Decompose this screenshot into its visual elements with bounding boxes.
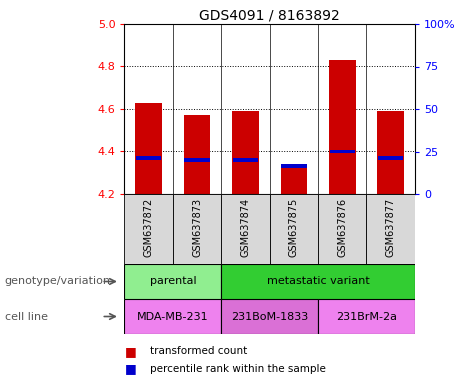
- Bar: [136, 103, 162, 194]
- Text: GSM637873: GSM637873: [192, 197, 202, 257]
- Bar: [184, 158, 210, 162]
- Text: GSM637875: GSM637875: [289, 197, 299, 257]
- Bar: [221, 194, 270, 264]
- Text: GSM637874: GSM637874: [241, 197, 250, 257]
- Bar: [318, 299, 415, 334]
- Bar: [329, 60, 355, 194]
- Bar: [330, 150, 355, 154]
- Text: percentile rank within the sample: percentile rank within the sample: [150, 364, 326, 374]
- Text: cell line: cell line: [5, 311, 47, 321]
- Text: transformed count: transformed count: [150, 346, 247, 356]
- Text: metastatic variant: metastatic variant: [267, 276, 369, 286]
- Bar: [270, 194, 318, 264]
- Bar: [136, 156, 161, 160]
- Bar: [184, 115, 210, 194]
- Bar: [318, 194, 366, 264]
- Bar: [233, 158, 258, 162]
- Text: 231BoM-1833: 231BoM-1833: [231, 311, 308, 321]
- Text: MDA-MB-231: MDA-MB-231: [137, 311, 209, 321]
- Bar: [281, 166, 307, 194]
- Text: parental: parental: [149, 276, 196, 286]
- Bar: [221, 299, 318, 334]
- Bar: [378, 156, 403, 160]
- Text: GSM637877: GSM637877: [386, 197, 396, 257]
- Bar: [124, 264, 221, 299]
- Bar: [173, 194, 221, 264]
- Bar: [221, 264, 415, 299]
- Bar: [366, 194, 415, 264]
- Text: ■: ■: [124, 345, 136, 358]
- Text: ■: ■: [124, 362, 136, 376]
- Bar: [232, 111, 259, 194]
- Bar: [281, 164, 307, 168]
- Bar: [378, 111, 404, 194]
- Text: 231BrM-2a: 231BrM-2a: [336, 311, 397, 321]
- Text: GSM637872: GSM637872: [144, 197, 154, 257]
- Title: GDS4091 / 8163892: GDS4091 / 8163892: [199, 9, 340, 23]
- Text: genotype/variation: genotype/variation: [5, 276, 111, 286]
- Text: GSM637876: GSM637876: [337, 197, 347, 257]
- Bar: [124, 299, 221, 334]
- Bar: [124, 194, 173, 264]
